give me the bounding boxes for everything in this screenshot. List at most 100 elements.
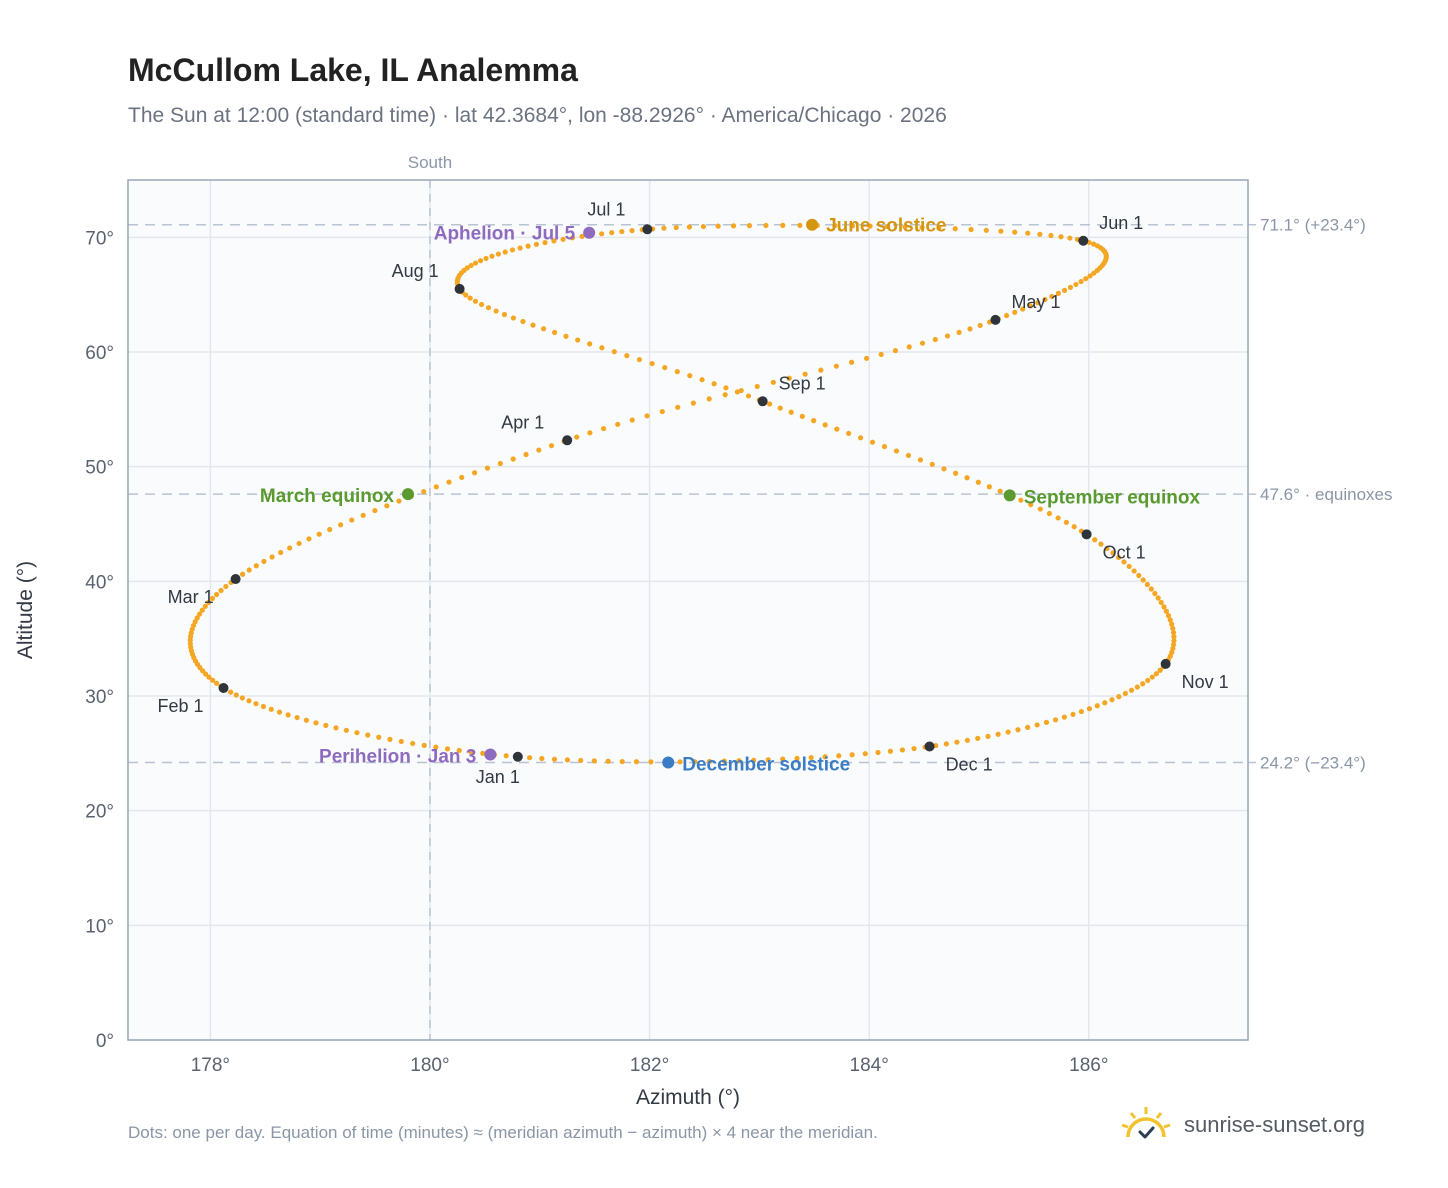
day-dot xyxy=(932,336,938,343)
event-label: Perihelion · Jan 3 xyxy=(319,746,476,767)
day-dot xyxy=(1148,586,1154,592)
day-dot xyxy=(711,381,717,387)
day-dot xyxy=(587,430,593,436)
day-dot xyxy=(1067,284,1074,290)
day-dot xyxy=(1163,608,1169,614)
day-dot xyxy=(551,756,558,762)
day-dot xyxy=(343,727,349,733)
day-dot xyxy=(497,460,503,467)
day-dot xyxy=(1122,690,1128,697)
day-dot xyxy=(233,692,239,698)
day-dot xyxy=(1165,613,1172,619)
day-dot xyxy=(605,758,611,764)
day-dot xyxy=(936,225,942,231)
day-dot xyxy=(699,377,705,383)
month-label: Jun 1 xyxy=(1099,213,1143,233)
event-markers: June solstice December solstice March equi… xyxy=(260,216,1201,776)
day-dot xyxy=(875,749,881,756)
day-dot xyxy=(862,751,868,757)
event-marker xyxy=(583,226,596,239)
day-dot xyxy=(832,222,838,229)
day-dot xyxy=(721,758,727,764)
day-dot xyxy=(210,677,216,683)
day-dot xyxy=(780,756,786,762)
month-label: Feb 1 xyxy=(158,696,204,716)
event-label: December solstice xyxy=(682,755,850,776)
day-dot xyxy=(1046,510,1053,517)
day-dot xyxy=(1004,312,1010,319)
day-dot xyxy=(983,227,989,233)
chart-title: McCullom Lake, IL Analemma xyxy=(128,52,578,88)
day-dot xyxy=(1086,706,1093,712)
day-dot xyxy=(1078,708,1084,715)
month-markers: Jan 1 Feb 1 Mar 1 Apr 1 May 1 Jun 1 Jul 1 Aug 1… xyxy=(158,199,1229,786)
day-dot xyxy=(1071,524,1077,530)
day-dot xyxy=(599,231,605,237)
day-dot xyxy=(495,251,501,257)
day-dot xyxy=(223,583,229,590)
day-dot xyxy=(953,470,959,476)
brand-logo[interactable]: sunrise-sunset.org xyxy=(1120,1100,1365,1150)
day-dot xyxy=(822,754,828,760)
day-dot xyxy=(609,230,615,236)
day-dot xyxy=(360,512,366,518)
day-dot xyxy=(387,736,393,742)
day-dot xyxy=(636,356,643,363)
y-tick-label: 60° xyxy=(85,343,114,364)
day-dot xyxy=(446,479,452,485)
day-dot xyxy=(421,488,427,495)
day-dot xyxy=(253,701,259,707)
day-dot xyxy=(1109,697,1115,703)
day-dot xyxy=(1015,727,1021,733)
day-dot xyxy=(822,422,828,428)
day-dot xyxy=(560,236,566,242)
day-dot xyxy=(372,507,378,514)
day-dot xyxy=(1158,599,1164,606)
day-dot xyxy=(1110,550,1116,556)
month-marker xyxy=(512,751,523,762)
day-dot xyxy=(736,758,742,764)
day-dot xyxy=(863,355,870,361)
day-dot xyxy=(502,249,508,255)
day-dot xyxy=(548,443,555,449)
day-dot xyxy=(919,224,925,231)
day-dot xyxy=(1035,300,1041,306)
day-dot xyxy=(629,417,635,423)
day-dot xyxy=(575,337,581,343)
day-dot xyxy=(323,722,329,728)
day-dot xyxy=(1098,541,1104,547)
event-label: September equinox xyxy=(1024,487,1201,508)
day-dot xyxy=(887,748,894,754)
day-dot xyxy=(578,757,584,764)
y-tick-label: 70° xyxy=(85,228,114,249)
day-dot xyxy=(902,224,908,230)
day-dot xyxy=(376,734,382,740)
day-dot xyxy=(878,351,884,358)
day-dot xyxy=(276,709,283,715)
day-dot xyxy=(985,733,991,739)
day-dot xyxy=(501,311,508,318)
event-label: March equinox xyxy=(260,486,395,507)
day-dot xyxy=(1128,687,1135,693)
day-dot xyxy=(765,757,771,763)
event-marker xyxy=(402,488,414,501)
month-marker xyxy=(454,283,465,294)
day-dot xyxy=(483,255,489,262)
day-dot xyxy=(788,409,794,415)
reference-line-label: 47.6° · equinoxes xyxy=(1260,485,1393,504)
day-dot xyxy=(1025,724,1031,730)
month-marker xyxy=(924,741,935,752)
day-dot xyxy=(493,308,499,314)
day-dot xyxy=(563,333,569,339)
day-dot xyxy=(1070,711,1076,717)
day-dot xyxy=(1043,719,1050,725)
day-dot xyxy=(303,717,309,723)
reference-line-label: 71.1° (+23.4°) xyxy=(1260,216,1366,235)
day-dot xyxy=(206,674,212,680)
month-marker xyxy=(990,314,1001,325)
month-label: May 1 xyxy=(1011,292,1060,312)
day-dot xyxy=(1025,230,1031,236)
south-label: South xyxy=(408,153,452,172)
day-dot xyxy=(489,253,495,259)
day-dot xyxy=(611,349,617,355)
